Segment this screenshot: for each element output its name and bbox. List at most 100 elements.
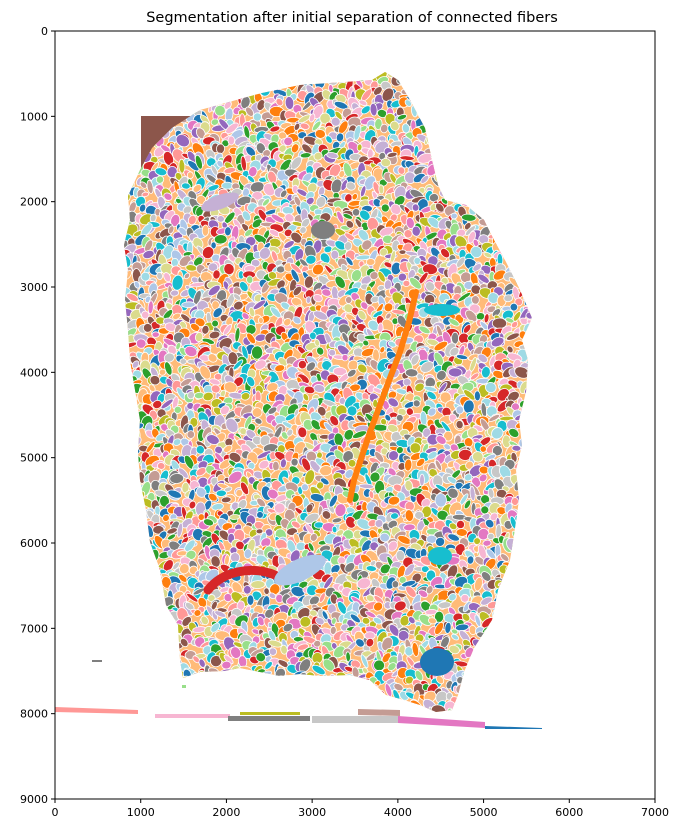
- fiber-cell: [131, 536, 139, 548]
- fiber-cell: [492, 141, 507, 155]
- fiber-cell: [235, 72, 246, 83]
- fiber-cell: [475, 646, 487, 663]
- fiber-cell: [255, 528, 264, 535]
- fiber-cell: [130, 76, 143, 89]
- fiber-cell: [153, 594, 164, 601]
- fiber-cell: [144, 629, 156, 642]
- fiber-cell: [512, 584, 524, 598]
- fiber-cell: [457, 109, 467, 119]
- fiber-cell: [452, 163, 463, 177]
- fiber-cell: [490, 636, 500, 645]
- fiber-cell: [490, 75, 500, 85]
- fiber-cell: [516, 125, 525, 136]
- fiber-cell: [533, 188, 547, 205]
- fiber-cell: [425, 106, 434, 116]
- fiber-cell: [489, 624, 496, 634]
- fiber-cell: [479, 445, 487, 453]
- fiber-cell: [503, 109, 512, 119]
- fiber-cell: [308, 703, 321, 711]
- fiber-cell: [469, 87, 482, 102]
- fiber-cell: [345, 181, 356, 191]
- fiber-cell: [137, 631, 151, 641]
- fiber-cell: [531, 470, 532, 485]
- fiber-cell: [483, 72, 493, 81]
- fiber-cell: [522, 524, 532, 534]
- fiber-cell: [524, 702, 532, 712]
- fiber-cell: [341, 676, 353, 689]
- teal-fiber: [428, 547, 452, 565]
- fiber-cell: [151, 331, 160, 338]
- fiber-cell: [520, 685, 532, 695]
- fiber-cell: [496, 159, 507, 170]
- fiber-cell: [469, 198, 483, 207]
- fiber-cell: [530, 430, 532, 439]
- fiber-cell: [186, 78, 198, 87]
- fiber-cell: [124, 418, 128, 427]
- fiber-cell: [443, 700, 456, 712]
- fiber-cell: [151, 78, 162, 90]
- fiber-cell: [319, 72, 332, 80]
- fiber-cell: [124, 431, 132, 444]
- fiber-cell: [516, 714, 527, 721]
- fiber-cell: [130, 572, 139, 589]
- fiber-cell: [504, 614, 516, 629]
- fiber-cell: [523, 630, 532, 640]
- fiber-cell: [466, 189, 476, 203]
- fiber-cell: [124, 220, 126, 234]
- fiber-cell: [516, 635, 526, 649]
- fiber-cell: [236, 84, 244, 92]
- fiber-cell: [523, 541, 532, 552]
- fiber-cell: [147, 300, 154, 315]
- fiber-cell: [446, 72, 457, 87]
- y-tick-label: 5000: [20, 452, 48, 465]
- fiber-cell: [513, 236, 529, 246]
- fiber-cell: [528, 434, 532, 444]
- fiber-cell: [124, 543, 132, 558]
- fiber-cell: [124, 643, 128, 653]
- fiber-cell: [156, 678, 166, 690]
- fiber-cell: [124, 124, 132, 138]
- fiber-cell: [518, 658, 526, 665]
- fiber-cell: [124, 524, 128, 535]
- fiber-cell: [509, 97, 520, 107]
- fiber-cell: [478, 103, 485, 115]
- fiber-cell: [530, 629, 532, 640]
- fiber-cell: [506, 157, 518, 167]
- fiber-cell: [525, 514, 532, 524]
- fiber-cell: [495, 103, 506, 116]
- fiber-cell: [530, 362, 532, 371]
- fiber-cell: [129, 647, 137, 658]
- fiber-cell: [488, 126, 502, 135]
- fiber-cell: [430, 103, 440, 115]
- fiber-cell: [472, 685, 481, 695]
- fiber-cell: [528, 162, 532, 173]
- fiber-cell: [313, 151, 323, 161]
- fiber-cell: [138, 613, 147, 628]
- fiber-cell: [212, 73, 222, 81]
- fiber-cell: [465, 683, 475, 692]
- fiber-cell: [523, 612, 532, 626]
- fiber-cell: [530, 344, 532, 357]
- fiber-cell: [205, 687, 214, 696]
- strip-lightpink: [155, 714, 230, 718]
- fiber-cell: [439, 172, 450, 185]
- fiber-cell: [518, 607, 528, 619]
- fiber-cell: [532, 625, 540, 636]
- fiber-cell: [521, 435, 531, 443]
- fiber-cell: [526, 98, 532, 111]
- fiber-cell: [448, 72, 460, 79]
- fiber-cell: [124, 436, 136, 447]
- fiber-cell: [124, 91, 134, 104]
- fiber-cell: [528, 72, 532, 82]
- fiber-cell: [454, 126, 465, 137]
- fiber-cell: [124, 498, 131, 512]
- fiber-cell: [522, 292, 532, 302]
- fiber-cell: [137, 72, 149, 79]
- fiber-cell: [529, 194, 532, 210]
- fiber-cell: [137, 684, 153, 695]
- x-tick-label: 0: [52, 806, 59, 819]
- fiber-cell: [422, 81, 430, 97]
- fiber-cell: [129, 629, 140, 641]
- fiber-cell: [474, 129, 485, 141]
- fiber-cell: [180, 102, 193, 117]
